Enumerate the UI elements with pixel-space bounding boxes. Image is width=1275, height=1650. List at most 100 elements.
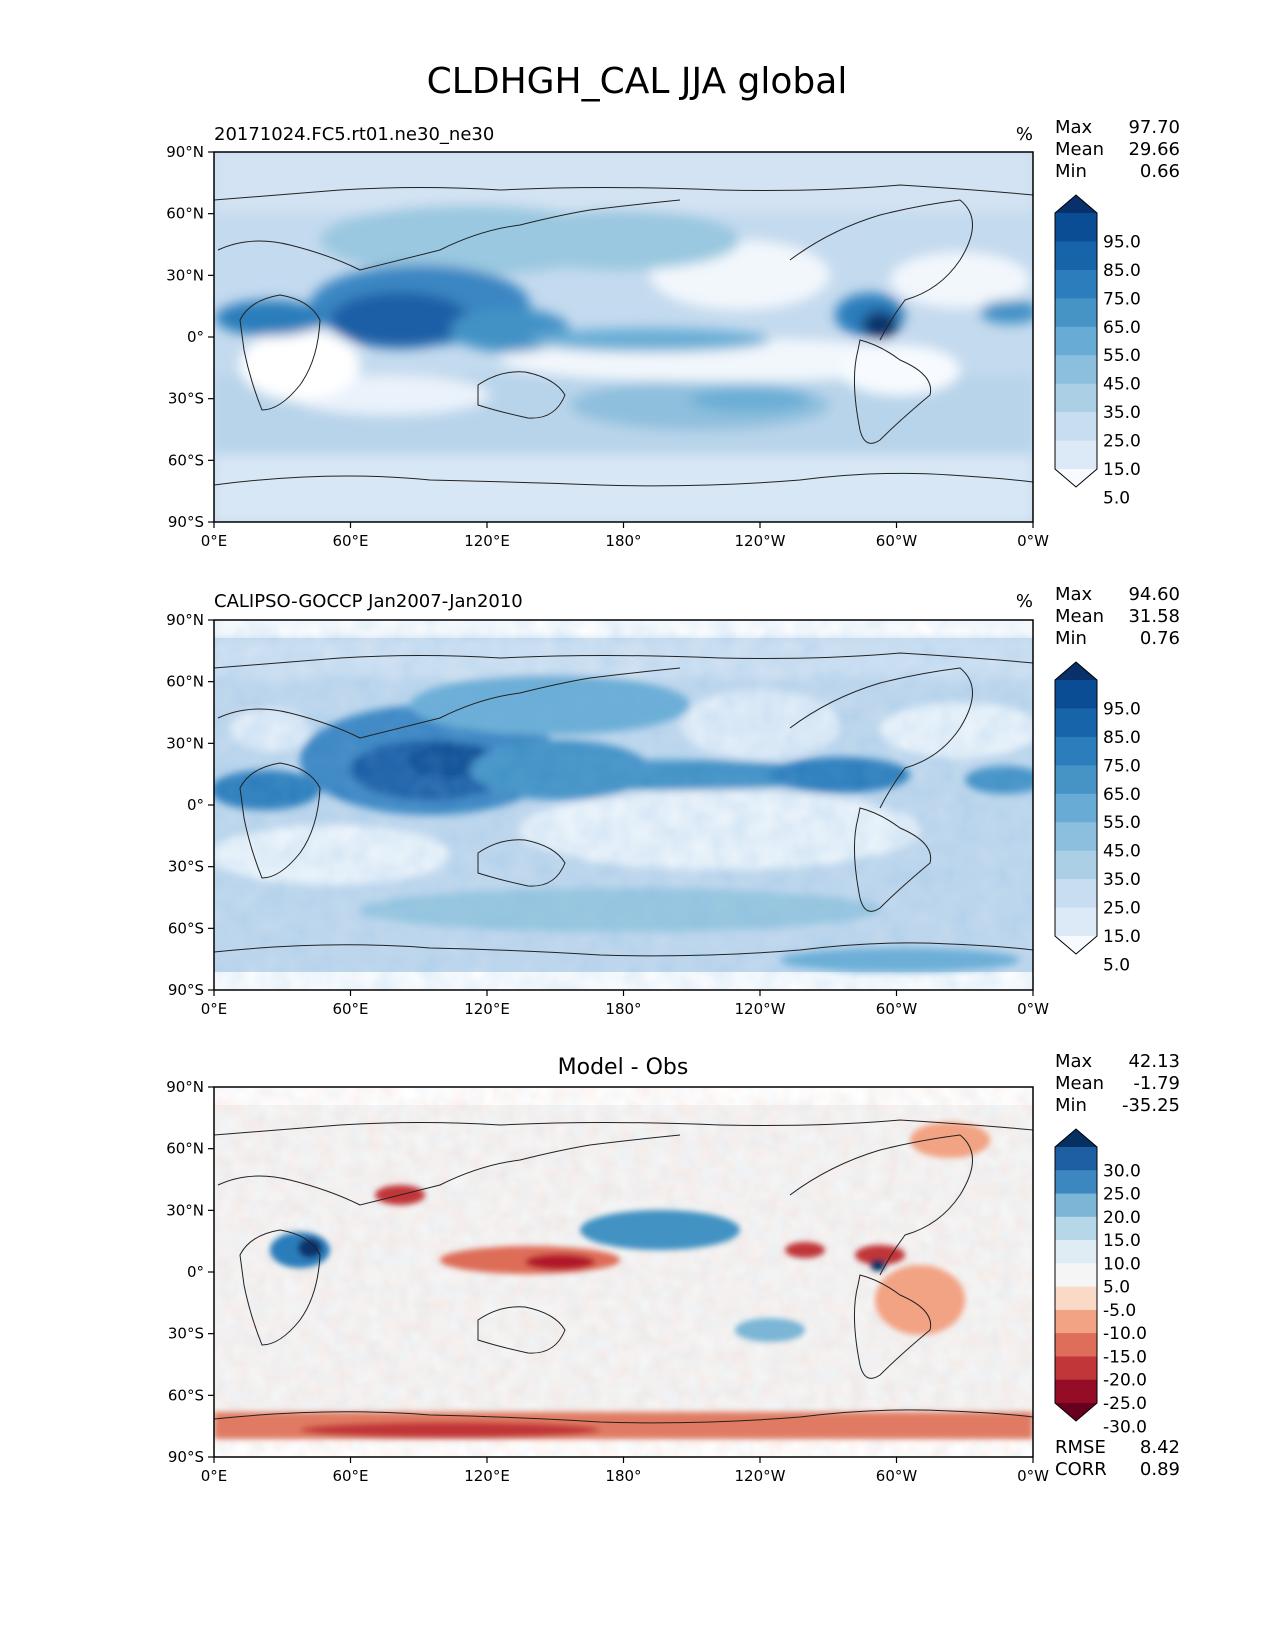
colorbar-swatch bbox=[1055, 326, 1097, 356]
colorbar-label: 85.0 bbox=[1103, 261, 1141, 281]
colorbar-swatch bbox=[1055, 708, 1097, 738]
lon-tick-label: 60°W bbox=[876, 1000, 918, 1018]
colorbar-label: 20.0 bbox=[1103, 1208, 1141, 1228]
colorbar-extend-min bbox=[1055, 469, 1097, 487]
colorbar-swatch bbox=[1055, 850, 1097, 880]
lon-tick-label: 60°E bbox=[332, 532, 368, 550]
panel-model-axes: 90°N 60°N 30°N 0° 30°S 60°S 90°S0°E 60°E 120°E 18… bbox=[166, 143, 1049, 550]
colorbar-label: 95.0 bbox=[1103, 232, 1141, 252]
colorbar-swatch bbox=[1055, 907, 1097, 937]
lon-tick-label: 180° bbox=[605, 1467, 641, 1485]
panel-model-units: % bbox=[1016, 124, 1033, 145]
colorbar-label: 55.0 bbox=[1103, 346, 1141, 366]
colorbar-label: 95.0 bbox=[1103, 699, 1141, 719]
panel-model-stat-mean-label: Mean bbox=[1055, 139, 1104, 160]
colorbar-swatch bbox=[1055, 1170, 1097, 1195]
panel-model: 20171024.FC5.rt01.ne30_ne30 % bbox=[166, 117, 1180, 550]
panel-diff-stat-max-label: Max bbox=[1055, 1051, 1093, 1072]
colorbar-swatch bbox=[1055, 241, 1097, 271]
lat-tick-label: 30°N bbox=[166, 1201, 204, 1219]
colorbar-label: 30.0 bbox=[1103, 1161, 1141, 1181]
colorbar-label: 55.0 bbox=[1103, 813, 1141, 833]
panel-diff-stat-min-label: Min bbox=[1055, 1095, 1087, 1116]
panel-model-stat-min-label: Min bbox=[1055, 161, 1087, 182]
panel-obs-stats: Max 94.60 Mean 31.58 Min 0.76 bbox=[1055, 584, 1180, 649]
lat-tick-label: 30°S bbox=[168, 1325, 204, 1343]
panel-obs-left-title: CALIPSO-GOCCP Jan2007-Jan2010 bbox=[214, 591, 523, 612]
panel-obs-units: % bbox=[1016, 591, 1033, 612]
panel-model-left-title: 20171024.FC5.rt01.ne30_ne30 bbox=[214, 124, 494, 145]
model-field-blobs bbox=[214, 152, 1033, 522]
colorbar-swatch bbox=[1055, 822, 1097, 852]
lon-tick-label: 0°E bbox=[201, 532, 228, 550]
colorbar-extend-min bbox=[1055, 936, 1097, 954]
colorbar-label: 35.0 bbox=[1103, 870, 1141, 890]
panel-diff-stat-corr-label: CORR bbox=[1055, 1459, 1107, 1480]
lon-tick-label: 0°W bbox=[1017, 1000, 1049, 1018]
colorbar-label: -5.0 bbox=[1103, 1301, 1136, 1321]
panel-model-stat-max-label: Max bbox=[1055, 117, 1093, 138]
colorbar-extend-min bbox=[1055, 1403, 1097, 1421]
lon-tick-label: 120°E bbox=[464, 532, 510, 550]
panel-model-stat-min-value: 0.66 bbox=[1140, 161, 1180, 182]
colorbar-label: -20.0 bbox=[1103, 1371, 1147, 1391]
lon-tick-label: 0°E bbox=[201, 1467, 228, 1485]
panel-obs-colorbar: 95.0 85.0 75.0 65.0 55.0 45.0 35.0 25.0 15.0 5.0 bbox=[1054, 661, 1141, 975]
lon-tick-label: 60°W bbox=[876, 1467, 918, 1485]
colorbar-swatch bbox=[1055, 1263, 1097, 1288]
colorbar-label: 15.0 bbox=[1103, 1231, 1141, 1251]
colorbar-outline bbox=[1054, 1128, 1098, 1422]
colorbar-swatch bbox=[1055, 879, 1097, 909]
colorbar-swatch bbox=[1055, 1193, 1097, 1218]
lon-tick-label: 60°E bbox=[332, 1467, 368, 1485]
panel-model-colorbar: 95.0 85.0 75.0 65.0 55.0 45.0 35.0 25.0 15.0 5.0 bbox=[1054, 194, 1141, 508]
colorbar-label: 25.0 bbox=[1103, 1185, 1141, 1205]
panel-diff-stat-corr-value: 0.89 bbox=[1140, 1459, 1180, 1480]
panel-obs-axes: 90°N 60°N 30°N 0° 30°S 60°S 90°S0°E 60°E 120°E 18… bbox=[166, 611, 1049, 1018]
panel-diff-axes: 90°N 60°N 30°N 0° 30°S 60°S 90°S0°E 60°E 120°E 18… bbox=[166, 1078, 1049, 1485]
lat-tick-label: 30°N bbox=[166, 734, 204, 752]
colorbar-label: 75.0 bbox=[1103, 289, 1141, 309]
lon-tick-label: 120°W bbox=[735, 1000, 786, 1018]
model-coastlines bbox=[214, 184, 1033, 487]
colorbar-swatch bbox=[1055, 1356, 1097, 1381]
panel-model-stat-max-value: 97.70 bbox=[1128, 117, 1180, 138]
figure-title: CLDHGH_CAL JJA global bbox=[427, 61, 848, 102]
diff-coastlines bbox=[214, 1119, 1033, 1424]
lat-tick-label: 90°S bbox=[168, 513, 204, 531]
lon-tick-label: 180° bbox=[605, 1000, 641, 1018]
panel-diff-stat-rmse-label: RMSE bbox=[1055, 1437, 1106, 1458]
lat-tick-label: 0° bbox=[187, 796, 204, 814]
panel-diff-map bbox=[214, 1087, 1033, 1457]
colorbar-label: -10.0 bbox=[1103, 1324, 1147, 1344]
panel-obs-stat-mean-value: 31.58 bbox=[1128, 606, 1180, 627]
panel-diff-stat-rmse-value: 8.42 bbox=[1140, 1437, 1180, 1458]
lat-tick-label: 60°S bbox=[168, 919, 204, 937]
panel-diff-stat-max-value: 42.13 bbox=[1128, 1051, 1180, 1072]
lon-tick-label: 60°E bbox=[332, 1000, 368, 1018]
lat-tick-label: 90°N bbox=[166, 1078, 204, 1096]
lat-tick-label: 60°S bbox=[168, 1386, 204, 1404]
colorbar-label: 5.0 bbox=[1103, 488, 1130, 508]
lat-tick-label: 90°S bbox=[168, 981, 204, 999]
lon-tick-label: 60°W bbox=[876, 532, 918, 550]
colorbar-swatch bbox=[1055, 355, 1097, 385]
colorbar-label: 5.0 bbox=[1103, 955, 1130, 975]
colorbar-outline bbox=[1054, 661, 1098, 955]
lat-tick-label: 30°S bbox=[168, 858, 204, 876]
lon-tick-label: 120°W bbox=[735, 1467, 786, 1485]
colorbar-label: 10.0 bbox=[1103, 1254, 1141, 1274]
lat-tick-label: 60°N bbox=[166, 205, 204, 223]
colorbar-label: 15.0 bbox=[1103, 927, 1141, 947]
colorbar-swatch bbox=[1055, 440, 1097, 470]
colorbar-label: 75.0 bbox=[1103, 756, 1141, 776]
colorbar-label: 45.0 bbox=[1103, 842, 1141, 862]
lat-tick-label: 0° bbox=[187, 1263, 204, 1281]
colorbar-label: 5.0 bbox=[1103, 1278, 1130, 1298]
panel-obs-stat-min-label: Min bbox=[1055, 628, 1087, 649]
panel-model-stat-mean-value: 29.66 bbox=[1128, 139, 1180, 160]
lat-tick-label: 90°S bbox=[168, 1448, 204, 1466]
lat-tick-label: 90°N bbox=[166, 143, 204, 161]
colorbar-swatch bbox=[1055, 412, 1097, 442]
